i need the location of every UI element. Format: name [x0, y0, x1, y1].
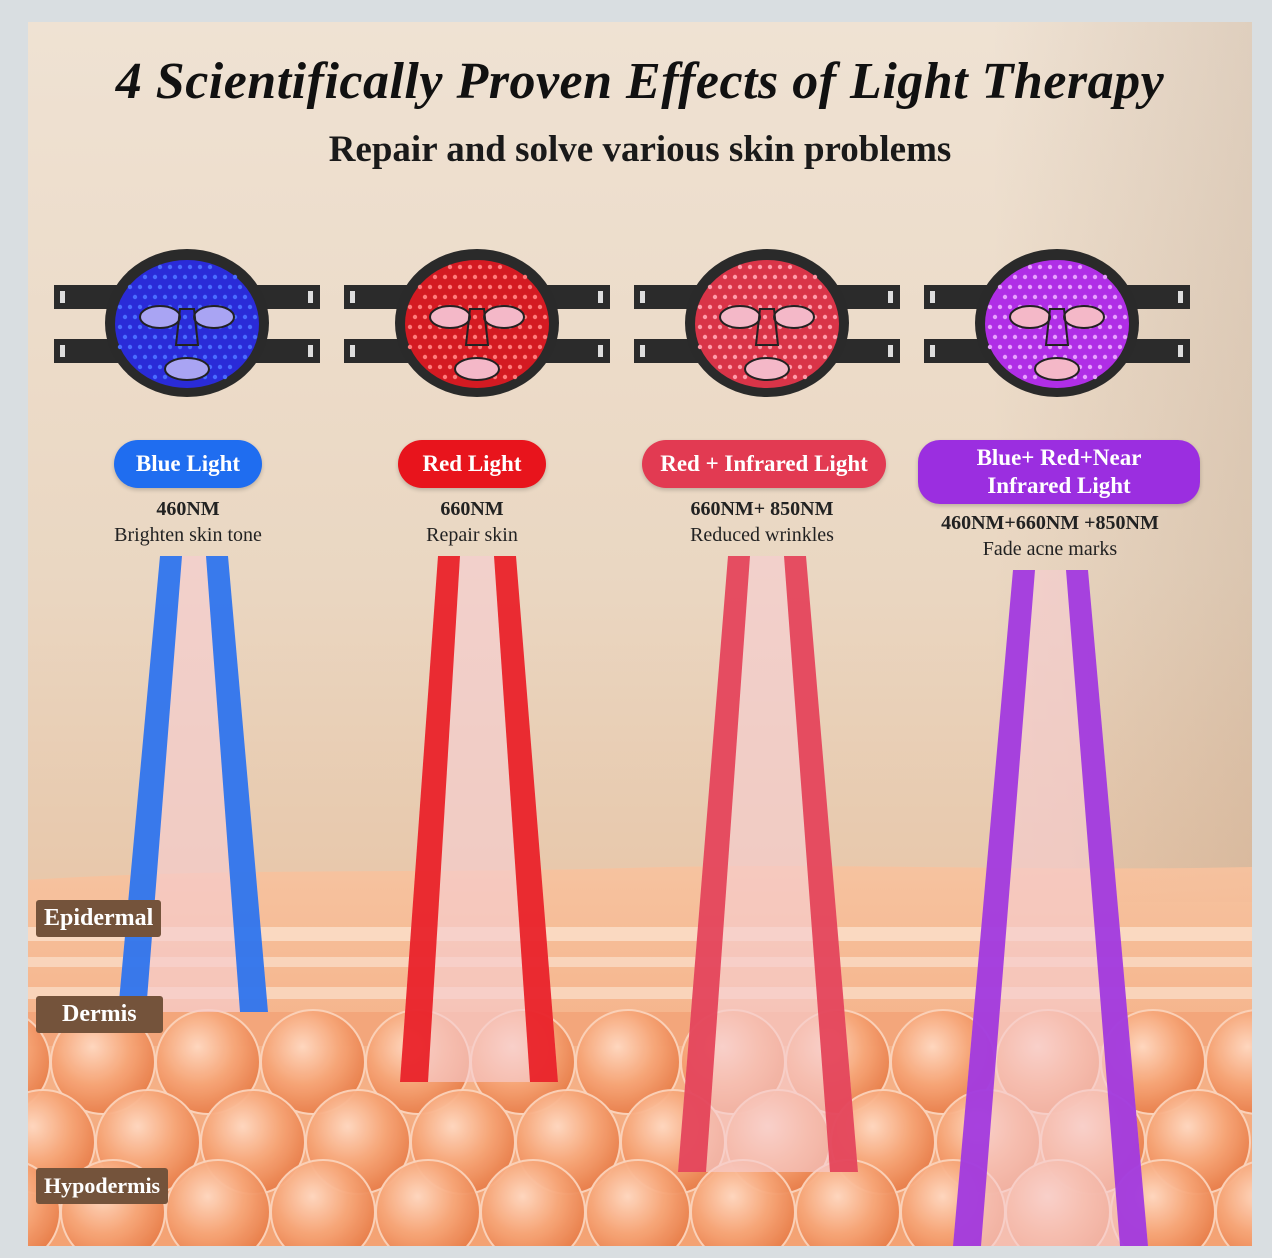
page-title: 4 Scientifically Proven Effects of Light… — [115, 53, 1165, 110]
mask-blue-light — [54, 249, 320, 397]
effect: Brighten skin tone — [114, 524, 262, 546]
epidermal-label: Epidermal — [36, 900, 162, 937]
effect: Fade acne marks — [982, 538, 1118, 560]
red-light-badge: Red Light — [398, 440, 546, 488]
badge-line-2: Infrared Light — [987, 473, 1131, 498]
red-infrared-light-badge: Red + Infrared Light — [642, 440, 886, 488]
effect: Repair skin — [426, 524, 518, 546]
skin-layers — [28, 866, 1252, 1246]
red-light-info: 660NM Repair skin — [370, 496, 574, 548]
page-subtitle: Repair and solve various skin problems — [328, 129, 952, 170]
effect: Reduced wrinkles — [690, 524, 834, 546]
wavelength: 460NM — [156, 498, 220, 520]
wavelength: 660NM+ 850NM — [690, 498, 834, 520]
mask-blue-red-near-infrared-light — [924, 249, 1190, 397]
hypodermis-label: Hypodermis — [36, 1168, 169, 1204]
blue-red-near-infrared-light-info: 460NM+660NM +850NM Fade acne marks — [918, 510, 1182, 562]
blue-red-near-infrared-light-badge: Blue+ Red+Near Infrared Light — [918, 440, 1200, 504]
red-infrared-light-info: 660NM+ 850NM Reduced wrinkles — [650, 496, 874, 548]
mask-red-light — [344, 249, 610, 397]
mask-red-infrared-light — [634, 249, 900, 397]
blue-light-badge: Blue Light — [114, 440, 262, 488]
wavelength: 460NM+660NM +850NM — [941, 512, 1159, 534]
dermis-label: Dermis — [36, 996, 163, 1033]
blue-light-info: 460NM Brighten skin tone — [86, 496, 290, 548]
infographic: 4 Scientifically Proven Effects of Light… — [28, 22, 1252, 1246]
wavelength: 660NM — [440, 498, 504, 520]
badge-line-1: Blue+ Red+Near — [976, 445, 1142, 471]
